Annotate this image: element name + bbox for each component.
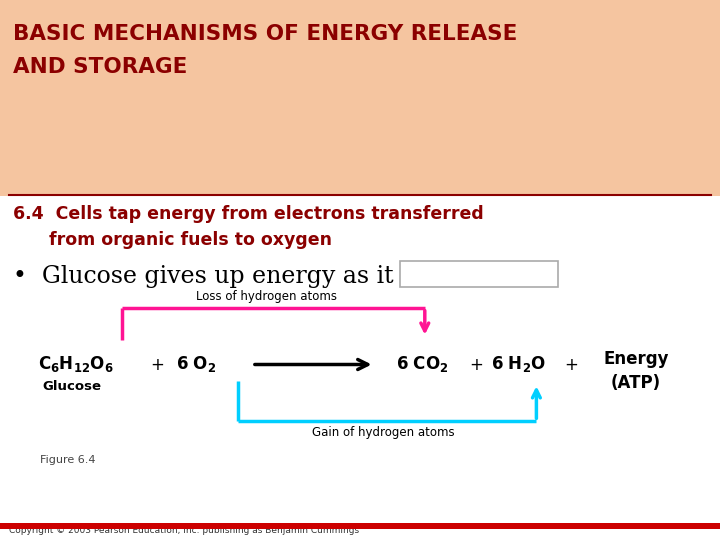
Text: +: + [469,355,483,374]
Text: 6.4  Cells tap energy from electrons transferred: 6.4 Cells tap energy from electrons tran… [13,205,484,223]
Text: $\mathbf{6\ H_2O}$: $\mathbf{6\ H_2O}$ [491,354,546,375]
Text: •  Glucose gives up energy as it is: • Glucose gives up energy as it is [13,265,428,288]
Bar [0,0,720,196]
Bar [0,523,720,529]
Text: (ATP): (ATP) [611,374,661,393]
Bar [400,261,558,287]
Text: +: + [564,355,578,374]
Text: AND STORAGE: AND STORAGE [13,57,187,77]
Text: +: + [150,355,164,374]
Text: $\mathbf{C_6H_{12}O_6}$: $\mathbf{C_6H_{12}O_6}$ [38,354,113,375]
Text: Gain of hydrogen atoms: Gain of hydrogen atoms [312,426,455,438]
Text: Copyright © 2003 Pearson Education, Inc. publishing as Benjamin Cummings: Copyright © 2003 Pearson Education, Inc.… [9,525,359,535]
Text: $\mathbf{6\ O_2}$: $\mathbf{6\ O_2}$ [176,354,216,375]
Text: Glucose: Glucose [42,380,102,393]
Text: from organic fuels to oxygen: from organic fuels to oxygen [13,231,332,249]
Text: Loss of hydrogen atoms: Loss of hydrogen atoms [196,291,337,303]
Text: $\mathbf{6\ CO_2}$: $\mathbf{6\ CO_2}$ [397,354,449,375]
Text: Energy: Energy [603,350,668,368]
Text: BASIC MECHANISMS OF ENERGY RELEASE: BASIC MECHANISMS OF ENERGY RELEASE [13,24,518,44]
Text: Figure 6.4: Figure 6.4 [40,455,95,465]
